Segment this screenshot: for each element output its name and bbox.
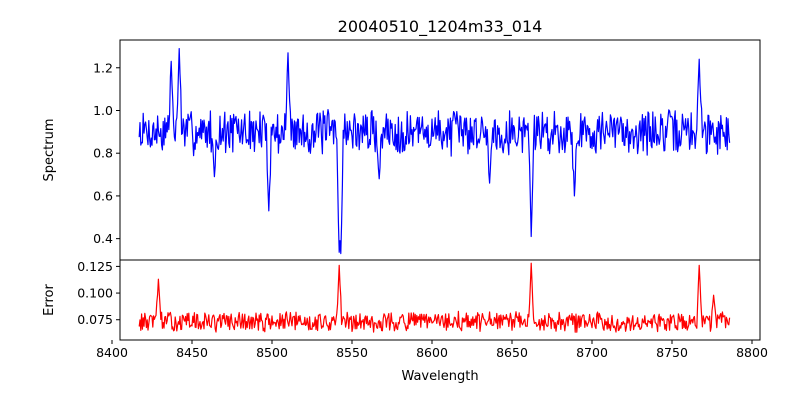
x-tick-label: 8450 [176,345,208,360]
error-panel: 0.075 0.100 0.125 Error [42,259,761,341]
x-tick-label: 8600 [416,345,448,360]
x-tick-label: 8650 [496,345,528,360]
spectrum-y-tick-label: 0.6 [93,188,113,203]
chart-title: 20040510_1204m33_014 [338,17,543,37]
error-y-axis-label: Error [42,284,57,316]
spectrum-y-tick-label: 1.2 [93,60,113,75]
x-tick-label: 8700 [576,345,608,360]
x-tick-label: 8750 [656,345,688,360]
x-tick-label: 8550 [336,345,368,360]
x-axis-ticks: 8400 8450 8500 8550 8600 8650 8700 8750 8800 [96,340,768,360]
x-tick-label: 8400 [96,345,128,360]
x-tick-label: 8800 [736,345,768,360]
spectrum-y-tick-label: 1.0 [93,103,113,118]
spectrum-y-tick-label: 0.8 [93,146,113,161]
error-y-tick-label: 0.100 [77,286,113,301]
error-series-line [138,262,731,333]
error-y-tick-label: 0.075 [77,312,113,327]
spectrum-y-tick-label: 0.4 [93,231,113,246]
error-y-tick-label: 0.125 [77,259,113,274]
x-tick-label: 8500 [256,345,288,360]
x-axis-label: Wavelength [401,369,478,384]
spectrum-series-line [138,47,731,255]
spectrum-y-ticks: 0.4 0.6 0.8 1.0 1.2 [93,60,120,246]
error-plot-frame [119,259,761,341]
error-y-ticks: 0.075 0.100 0.125 [77,259,120,327]
spectrum-panel: 0.4 0.6 0.8 1.0 1.2 Spectrum [42,39,761,261]
spectrum-y-axis-label: Spectrum [42,119,57,182]
